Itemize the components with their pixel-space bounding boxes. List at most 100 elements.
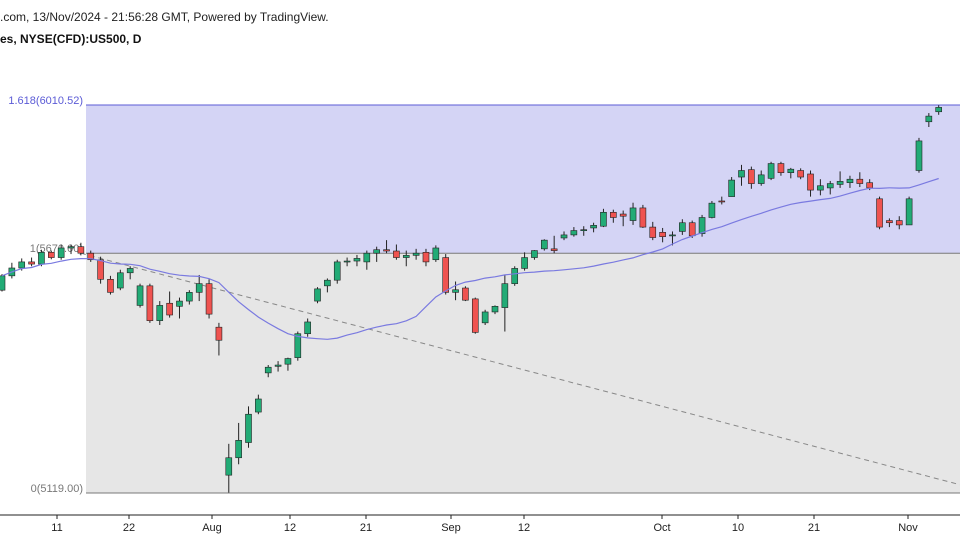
moving-average-line — [1, 177, 939, 340]
candle-body — [550, 248, 558, 251]
candle — [718, 196, 726, 205]
candle-body — [343, 260, 351, 263]
candle — [324, 278, 331, 293]
candle — [314, 287, 321, 304]
candle — [235, 422, 242, 465]
candle-body — [442, 257, 450, 293]
candle — [895, 216, 903, 230]
candle-body — [718, 200, 726, 203]
candle-body — [580, 229, 588, 231]
candle-body — [481, 311, 489, 324]
candle — [738, 164, 745, 186]
candle-body — [363, 252, 371, 263]
candle-body — [195, 283, 203, 293]
candle-body — [767, 163, 775, 179]
candle — [373, 246, 380, 262]
candle-body — [698, 217, 706, 234]
candle-body — [47, 252, 55, 258]
x-tick-label: 21 — [808, 522, 820, 534]
candle-body — [166, 302, 173, 316]
candle — [925, 113, 933, 127]
candle-body — [511, 268, 519, 284]
candle-body — [176, 300, 183, 307]
candle — [215, 322, 223, 356]
candle-body — [787, 168, 795, 173]
candle-body — [679, 222, 686, 232]
candle-body — [0, 275, 6, 291]
candle-body — [807, 173, 814, 191]
candle-body — [422, 252, 430, 263]
candle-body — [895, 220, 903, 226]
chart-source-header: .com, 13/Nov/2024 - 21:56:28 GMT, Powere… — [0, 10, 329, 24]
candle — [255, 394, 262, 415]
candle — [935, 105, 943, 115]
candle — [343, 257, 351, 267]
candle — [491, 305, 499, 315]
candle-body — [156, 305, 164, 321]
candle — [412, 248, 420, 260]
x-tick-label: 12 — [518, 522, 530, 534]
candle-body — [471, 298, 479, 333]
candle-body — [659, 232, 666, 237]
x-tick-label: 10 — [732, 522, 744, 534]
x-tick-label: Sep — [441, 522, 461, 534]
candle-body — [708, 202, 716, 218]
candle-body — [284, 358, 292, 365]
candle-body — [402, 255, 410, 258]
candle — [363, 250, 371, 270]
candle-body — [531, 250, 538, 258]
candle — [166, 291, 173, 318]
candle — [708, 200, 716, 219]
candle — [28, 257, 35, 267]
candle-body — [600, 211, 607, 227]
candle-body — [97, 259, 104, 280]
candle-body — [255, 398, 262, 413]
candle — [264, 365, 272, 378]
candle — [245, 406, 252, 448]
candle — [886, 218, 893, 228]
candle — [205, 279, 213, 319]
candle-body — [225, 457, 233, 476]
candle — [87, 250, 95, 262]
x-tick-label: Oct — [653, 522, 670, 534]
candle-body — [797, 170, 804, 178]
candle — [176, 297, 183, 319]
candle-body — [412, 252, 420, 256]
candle-body — [393, 250, 400, 258]
candle — [649, 221, 657, 241]
candle-body — [856, 178, 864, 184]
candle — [107, 275, 114, 295]
candle-body — [728, 179, 735, 197]
x-tick-label: 11 — [51, 522, 62, 534]
candle-body — [245, 413, 252, 443]
candle — [471, 297, 479, 334]
candle-body — [639, 207, 647, 228]
candle — [462, 286, 469, 302]
candle-body — [521, 257, 528, 269]
candle-body — [333, 261, 341, 281]
candle-body — [18, 261, 26, 269]
candle — [452, 281, 459, 301]
candle — [432, 245, 440, 262]
candle — [67, 244, 75, 255]
candle-body — [649, 226, 657, 238]
candle — [284, 357, 292, 371]
candle — [639, 204, 647, 228]
x-tick-label: 12 — [284, 522, 296, 534]
candle — [422, 248, 430, 267]
candle-body — [570, 230, 578, 236]
candle-body — [846, 178, 854, 183]
candle — [669, 231, 676, 246]
candle — [136, 283, 144, 308]
x-tick-label: Aug — [202, 522, 222, 534]
candle — [333, 259, 341, 284]
candle-body — [294, 333, 302, 358]
candle — [126, 266, 134, 280]
chart-symbol-header: es, NYSE(CFD):US500, D — [0, 32, 142, 46]
candle — [915, 137, 923, 173]
candle-body — [738, 170, 745, 178]
candle — [186, 290, 193, 305]
candle — [77, 242, 85, 256]
trend-line — [80, 252, 960, 486]
